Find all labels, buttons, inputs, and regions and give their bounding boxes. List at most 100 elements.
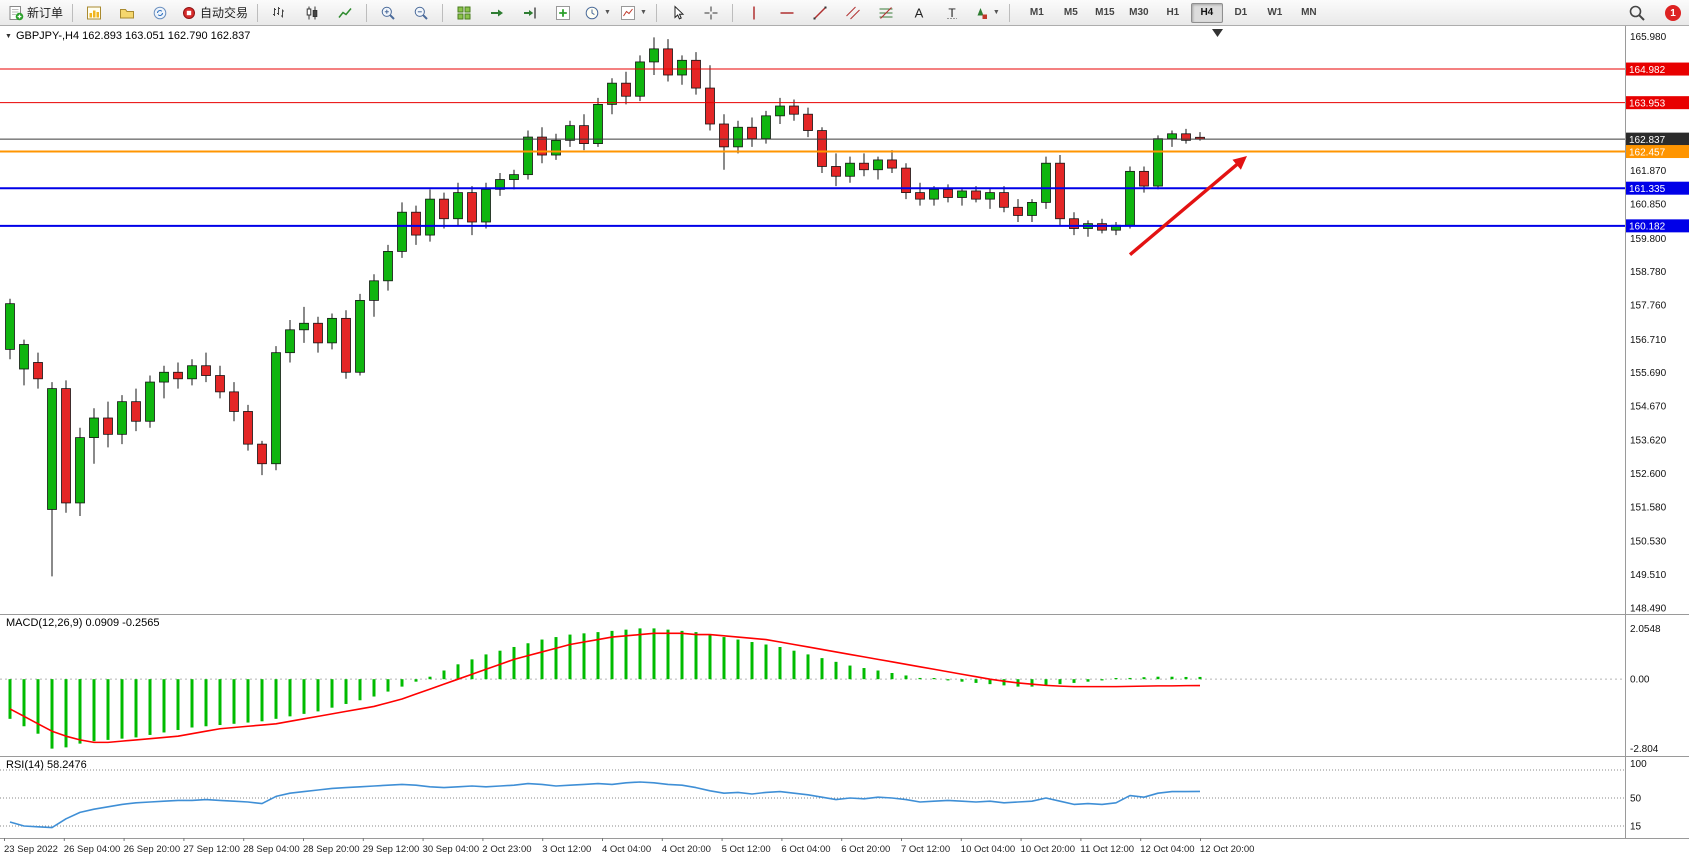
chevron-down-icon: ▼ <box>604 9 611 16</box>
svg-text:100: 100 <box>1630 759 1647 770</box>
horizontal-line-button[interactable] <box>771 1 803 25</box>
auto-scroll-button[interactable] <box>481 1 513 25</box>
search-icon <box>1628 4 1646 22</box>
macd-label: MACD(12,26,9) 0.0909 -0.2565 <box>6 617 160 629</box>
bar-chart-button[interactable] <box>263 1 295 25</box>
price-axis: 165.980 161.870 160.850 159.800 158.780 157.7… <box>1630 32 1667 614</box>
text-a-icon: A <box>911 5 927 21</box>
timeframe-mn[interactable]: MN <box>1301 7 1317 18</box>
svg-text:155.690: 155.690 <box>1630 368 1667 379</box>
candlestick-button[interactable] <box>296 1 328 25</box>
clock-icon <box>584 5 600 21</box>
chart-shift-marker[interactable] <box>1212 29 1223 37</box>
zoom-in-icon <box>380 5 396 21</box>
profiles-folder-icon <box>119 5 135 21</box>
line-chart-button[interactable] <box>329 1 361 25</box>
svg-text:149.510: 149.510 <box>1630 570 1667 581</box>
vertical-line-icon <box>746 5 762 21</box>
cursor-button[interactable] <box>662 1 694 25</box>
timeframe-m30[interactable]: M30 <box>1129 7 1149 18</box>
timeframe-m1[interactable]: M1 <box>1029 7 1044 18</box>
tile-windows-button[interactable] <box>448 1 480 25</box>
svg-text:161.870: 161.870 <box>1630 166 1667 177</box>
chart-header-text: GBPJPY-,H4 162.893 163.051 162.790 162.8… <box>15 30 251 42</box>
bar-chart-icon <box>271 5 287 21</box>
svg-text:165.980: 165.980 <box>1630 32 1667 43</box>
search-button[interactable] <box>1621 1 1653 25</box>
indicators-plus-icon <box>555 5 571 21</box>
crosshair-button[interactable] <box>695 1 727 25</box>
svg-text:3 Oct 12:00: 3 Oct 12:00 <box>542 844 591 855</box>
profiles-button[interactable] <box>111 1 143 25</box>
auto-scroll-icon <box>489 5 505 21</box>
tile-windows-icon <box>456 5 472 21</box>
rsi-label: RSI(14) 58.2476 <box>6 759 87 771</box>
auto-trading-button[interactable]: 自动交易 <box>177 1 252 25</box>
fibonacci-icon <box>878 5 894 21</box>
svg-text:30 Sep 04:00: 30 Sep 04:00 <box>423 844 480 855</box>
zoom-out-button[interactable] <box>405 1 437 25</box>
svg-text:50: 50 <box>1630 794 1642 805</box>
auto-trading-label: 自动交易 <box>200 6 249 20</box>
indicators-button[interactable] <box>547 1 579 25</box>
timeframe-m5[interactable]: M5 <box>1063 7 1078 18</box>
timeframe-m15[interactable]: M15 <box>1095 7 1115 18</box>
toolbar-separator <box>257 3 259 22</box>
timeframe-h4[interactable]: H4 <box>1190 2 1223 23</box>
toolbar: 新订单 自动交易 ▼ ▼ A T ▼ <box>0 0 1689 26</box>
svg-text:15: 15 <box>1630 822 1642 833</box>
templates-button[interactable]: ▼ <box>616 1 651 25</box>
svg-text:148.490: 148.490 <box>1630 603 1667 614</box>
toolbar-separator <box>655 3 657 22</box>
svg-text:4 Oct 04:00: 4 Oct 04:00 <box>602 844 651 855</box>
channel-button[interactable] <box>837 1 869 25</box>
text-button[interactable]: A <box>903 1 935 25</box>
svg-text:160.182: 160.182 <box>1629 222 1666 233</box>
text-label-button[interactable]: T <box>936 1 968 25</box>
toolbar-separator <box>72 3 74 22</box>
svg-text:4 Oct 20:00: 4 Oct 20:00 <box>662 844 711 855</box>
svg-text:12 Oct 04:00: 12 Oct 04:00 <box>1140 844 1194 855</box>
svg-text:26 Sep 04:00: 26 Sep 04:00 <box>64 844 121 855</box>
svg-text:162.457: 162.457 <box>1629 147 1666 158</box>
svg-text:157.760: 157.760 <box>1630 300 1667 311</box>
macd-panel: 2.0548 0.00 -2.804 <box>0 624 1661 755</box>
chart-shift-icon <box>522 5 538 21</box>
svg-text:156.710: 156.710 <box>1630 335 1667 346</box>
zoom-in-button[interactable] <box>372 1 404 25</box>
timeframe-w1[interactable]: W1 <box>1267 7 1283 18</box>
svg-text:158.780: 158.780 <box>1630 267 1667 278</box>
timeframe-h1[interactable]: H1 <box>1166 7 1180 18</box>
svg-text:2.0548: 2.0548 <box>1630 624 1661 635</box>
fibonacci-button[interactable] <box>870 1 902 25</box>
notification-badge[interactable]: 1 <box>1665 5 1681 21</box>
shapes-button[interactable]: ▼ <box>969 1 1004 25</box>
timeframe-d1[interactable]: D1 <box>1234 7 1248 18</box>
svg-text:163.953: 163.953 <box>1629 98 1666 109</box>
macd-signal-line <box>9 632 1201 744</box>
shapes-icon <box>973 5 989 21</box>
chart-header: ▼ GBPJPY-,H4 162.893 163.051 162.790 162… <box>5 30 250 42</box>
auto-trading-icon <box>181 5 197 21</box>
trendline-button[interactable] <box>804 1 836 25</box>
refresh-button[interactable] <box>144 1 176 25</box>
svg-text:11 Oct 12:00: 11 Oct 12:00 <box>1080 844 1134 855</box>
new-order-button[interactable]: 新订单 <box>4 1 67 25</box>
toolbar-right: 1 <box>1621 0 1681 26</box>
svg-text:28 Sep 04:00: 28 Sep 04:00 <box>243 844 300 855</box>
svg-text:6 Oct 04:00: 6 Oct 04:00 <box>781 844 830 855</box>
vertical-line-button[interactable] <box>738 1 770 25</box>
periods-button[interactable]: ▼ <box>580 1 615 25</box>
chart-area[interactable]: 164.982 163.953 162.837 162.457 161.335 160.1… <box>0 26 1689 862</box>
new-chart-button[interactable] <box>78 1 110 25</box>
symbol-dropdown-icon[interactable]: ▼ <box>5 32 12 40</box>
refresh-icon <box>152 5 168 21</box>
svg-text:12 Oct 20:00: 12 Oct 20:00 <box>1200 844 1254 855</box>
timeframe-group: M1 M5 M15 M30 H1 H4 D1 W1 MN <box>1021 2 1325 23</box>
svg-text:6 Oct 20:00: 6 Oct 20:00 <box>841 844 890 855</box>
new-chart-icon <box>86 5 102 21</box>
svg-text:150.530: 150.530 <box>1630 537 1667 548</box>
chart-shift-button[interactable] <box>514 1 546 25</box>
